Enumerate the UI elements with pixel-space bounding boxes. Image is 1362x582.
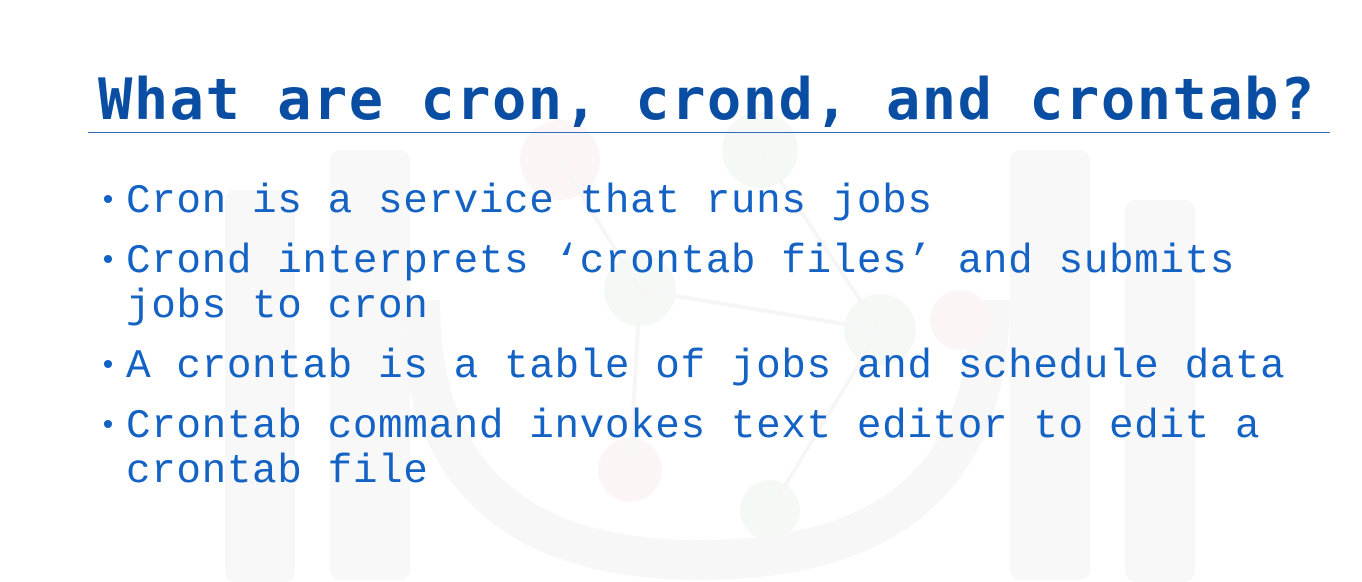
title-underline <box>88 132 1330 133</box>
bullet-item: • A crontab is a table of jobs and sched… <box>96 345 1285 390</box>
bullet-text: Cron is a service that runs jobs <box>126 179 933 225</box>
bullet-item: • Crontab command invokes text editor to… <box>96 405 1285 495</box>
bullet-item: • Crond interprets ‘crontab files’ and s… <box>96 240 1285 330</box>
bullet-item: • Cron is a service that runs jobs <box>96 180 1285 225</box>
bullet-text-continuation: crontab file <box>126 449 429 495</box>
bullet-icon: • <box>99 410 118 444</box>
bullet-icon: • <box>99 350 118 384</box>
bullet-text-continuation: jobs to cron <box>126 284 429 330</box>
bullet-icon: • <box>99 245 118 279</box>
bullet-text: Crontab command invokes text editor to e… <box>126 404 1261 450</box>
bullet-icon: • <box>99 185 118 219</box>
bullet-text: Crond interprets ‘crontab files’ and sub… <box>126 239 1235 285</box>
bullet-text: A crontab is a table of jobs and schedul… <box>126 344 1286 390</box>
slide-title: What are cron, crond, and crontab? <box>98 67 1316 133</box>
bullet-list: • Cron is a service that runs jobs • Cro… <box>96 180 1285 510</box>
